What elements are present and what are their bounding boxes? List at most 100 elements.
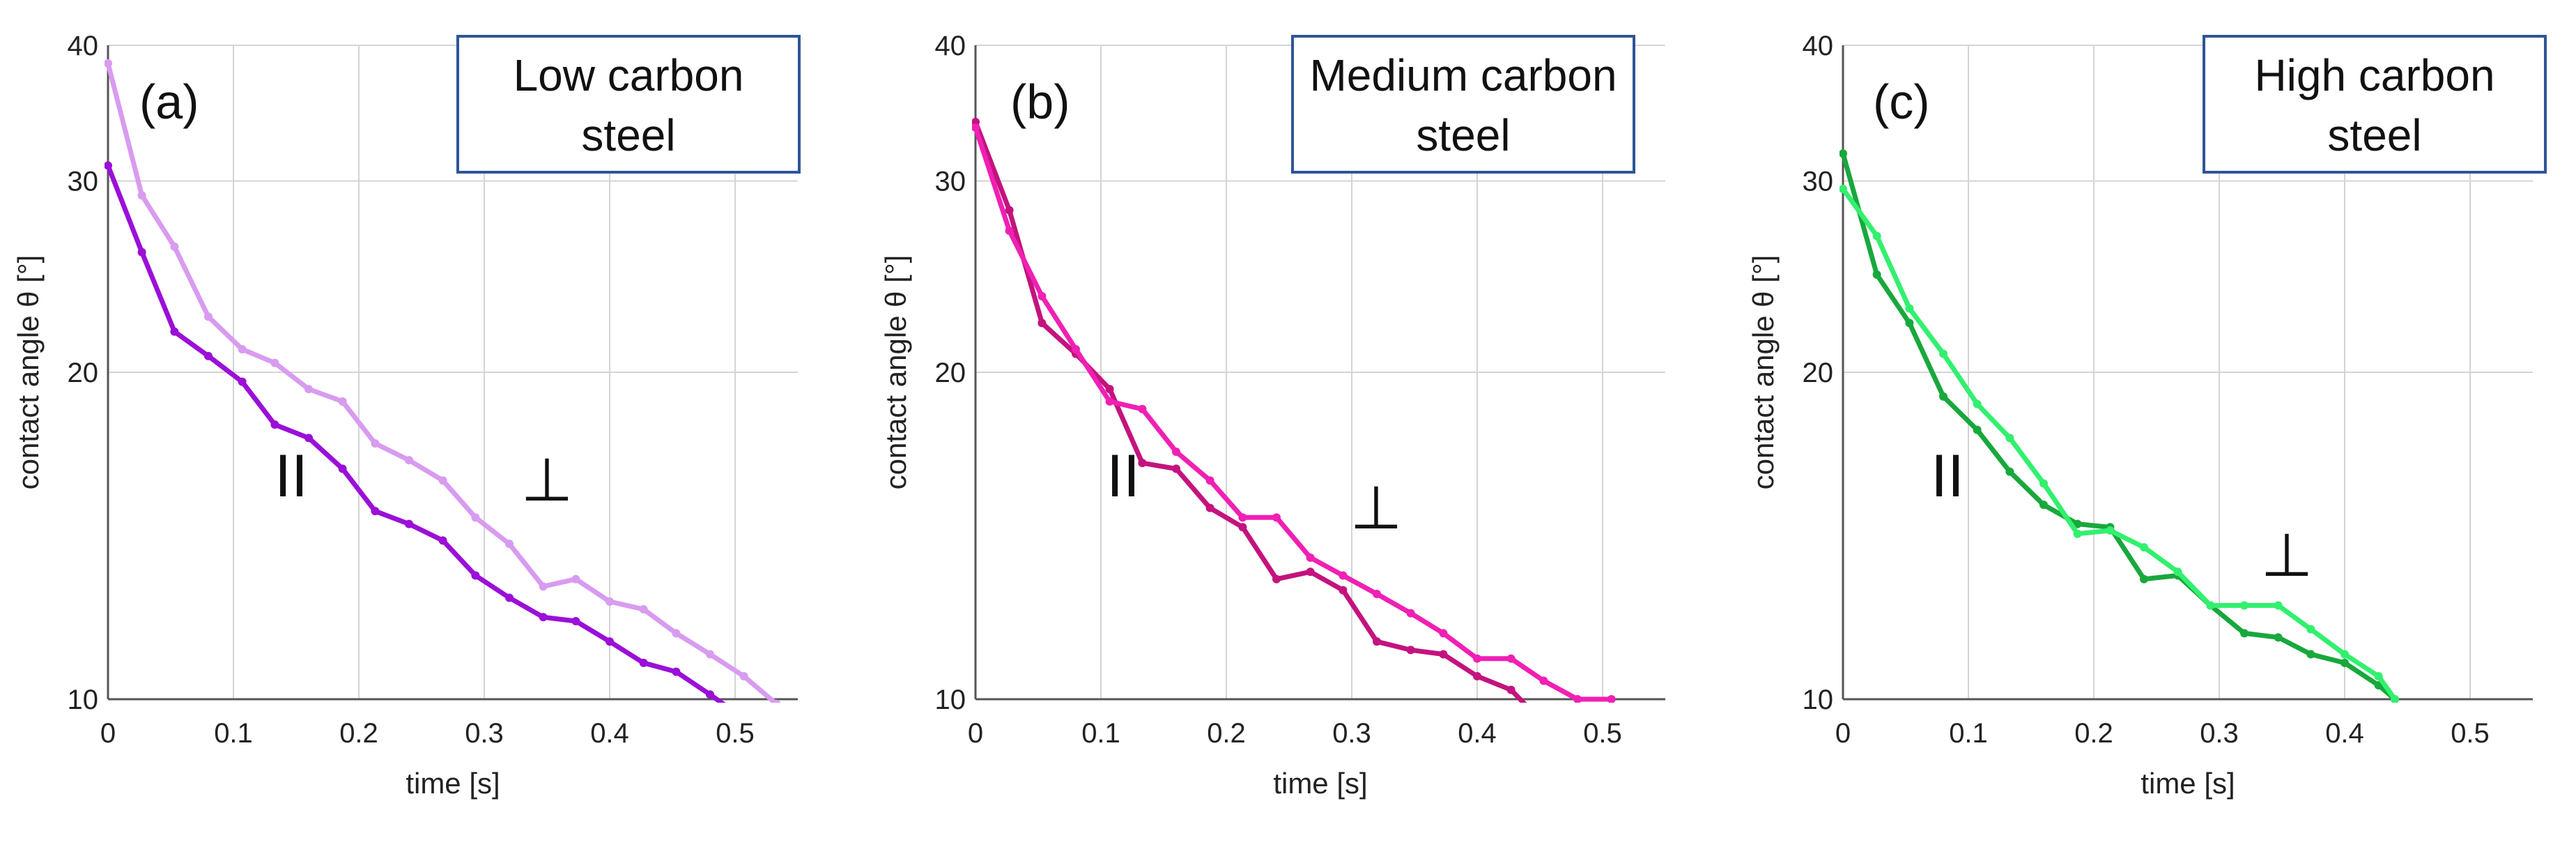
data-point-perpendicular (1205, 476, 1214, 485)
x-axis-label: time [s] (1273, 767, 1367, 800)
data-point-parallel (1406, 646, 1415, 655)
data-point-parallel (170, 327, 179, 336)
data-point-perpendicular (2240, 601, 2249, 610)
panel-2: 0 0.1 0.2 0.3 0.4 0.5 10 20 30 40 time [s] contact … (1747, 31, 2547, 800)
data-point-perpendicular (1840, 185, 1847, 194)
y-tick-label: 20 (935, 358, 966, 388)
data-point-perpendicular (371, 439, 380, 448)
x-tick-label: 0.1 (1081, 718, 1120, 749)
y-tick-label: 10 (68, 685, 99, 715)
data-point-perpendicular (1373, 590, 1381, 599)
data-point-perpendicular (105, 59, 112, 68)
data-point-parallel (1005, 206, 1014, 215)
y-tick-label: 40 (68, 31, 99, 61)
data-point-perpendicular (1573, 695, 1582, 703)
x-tick-label: 0.5 (716, 718, 755, 749)
x-tick-label: 0.3 (465, 718, 504, 749)
data-point-parallel (505, 593, 514, 602)
panel-label: (a) (139, 75, 199, 129)
data-point-parallel (204, 351, 213, 360)
data-point-parallel (2340, 658, 2349, 667)
data-point-perpendicular (706, 650, 714, 659)
data-point-perpendicular (1072, 344, 1080, 353)
data-point-perpendicular (1138, 404, 1147, 413)
x-tick-label: 0 (100, 718, 116, 749)
data-point-perpendicular (972, 123, 980, 132)
x-tick-label: 0.3 (2200, 718, 2239, 749)
data-point-perpendicular (338, 397, 347, 406)
data-point-parallel (672, 667, 681, 676)
data-point-perpendicular (2274, 601, 2283, 610)
data-point-perpendicular (2374, 671, 2383, 680)
data-point-parallel (338, 464, 347, 473)
data-point-parallel (405, 519, 413, 528)
data-point-parallel (137, 247, 146, 257)
data-point-perpendicular (204, 312, 213, 321)
data-point-parallel (606, 637, 614, 646)
data-point-perpendicular (1005, 226, 1014, 235)
x-tick-label: 0.2 (2074, 718, 2113, 749)
data-point-perpendicular (2173, 567, 2182, 577)
data-point-perpendicular (170, 242, 179, 251)
data-point-perpendicular (438, 476, 447, 485)
data-point-perpendicular (137, 191, 146, 200)
data-point-perpendicular (2206, 601, 2215, 610)
data-point-parallel (1306, 567, 1315, 577)
x-tick-label: 0.4 (1458, 718, 1497, 749)
data-point-perpendicular (1939, 349, 1948, 358)
x-tick-label: 0.1 (214, 718, 253, 749)
data-point-parallel (2306, 650, 2315, 659)
x-axis-label: time [s] (2141, 767, 2235, 800)
data-point-parallel (1238, 523, 1247, 532)
x-tick-label: 0.1 (1949, 718, 1988, 749)
data-point-perpendicular (1172, 447, 1180, 456)
title-line: steel (581, 110, 675, 160)
data-point-perpendicular (1973, 399, 1982, 409)
y-tick-label: 10 (1803, 685, 1834, 715)
series-line-perpendicular (1841, 187, 2397, 701)
series-line-parallel (973, 121, 1527, 703)
data-point-perpendicular (1607, 695, 1616, 703)
data-point-perpendicular (2391, 695, 2399, 703)
data-point-parallel (1105, 385, 1114, 394)
data-point-perpendicular (1539, 676, 1548, 685)
title-line: High carbon (2254, 50, 2494, 100)
y-tick-label: 10 (935, 685, 966, 715)
data-point-perpendicular (606, 597, 614, 606)
data-point-parallel (471, 571, 480, 580)
data-point-parallel (1138, 459, 1147, 468)
data-point-perpendicular (505, 540, 514, 549)
data-point-perpendicular (2005, 434, 2014, 443)
data-point-parallel (539, 613, 548, 622)
data-point-parallel (270, 420, 279, 429)
data-point-parallel (371, 507, 380, 516)
data-point-perpendicular (1272, 513, 1281, 522)
data-point-perpendicular (1306, 553, 1315, 562)
data-point-parallel (1373, 637, 1381, 646)
data-point-parallel (1339, 586, 1348, 595)
data-point-perpendicular (238, 344, 247, 353)
data-point-parallel (1506, 685, 1515, 694)
y-axis-label: contact angle θ [°] (879, 255, 912, 490)
data-point-parallel (2274, 633, 2283, 642)
perpendicular-label: ⊥ (2261, 522, 2313, 589)
x-tick-label: 0.4 (590, 718, 629, 749)
data-point-parallel (1439, 650, 1448, 659)
data-point-perpendicular (471, 513, 480, 522)
data-point-perpendicular (2039, 479, 2048, 488)
data-point-perpendicular (1105, 397, 1114, 406)
data-point-parallel (2005, 467, 2014, 476)
y-tick-label: 40 (935, 31, 966, 61)
title-line: Low carbon (514, 50, 744, 100)
data-point-perpendicular (2073, 529, 2082, 538)
panel-label: (c) (1873, 75, 1930, 129)
y-axis-label: contact angle θ [°] (1747, 255, 1780, 490)
data-point-perpendicular (270, 358, 279, 367)
data-point-perpendicular (2106, 526, 2115, 535)
panel-label: (b) (1010, 75, 1070, 129)
data-point-perpendicular (739, 671, 748, 680)
title-box (1291, 35, 1635, 174)
plot-area (105, 59, 781, 703)
data-point-parallel (304, 434, 313, 443)
data-point-parallel (238, 377, 247, 386)
